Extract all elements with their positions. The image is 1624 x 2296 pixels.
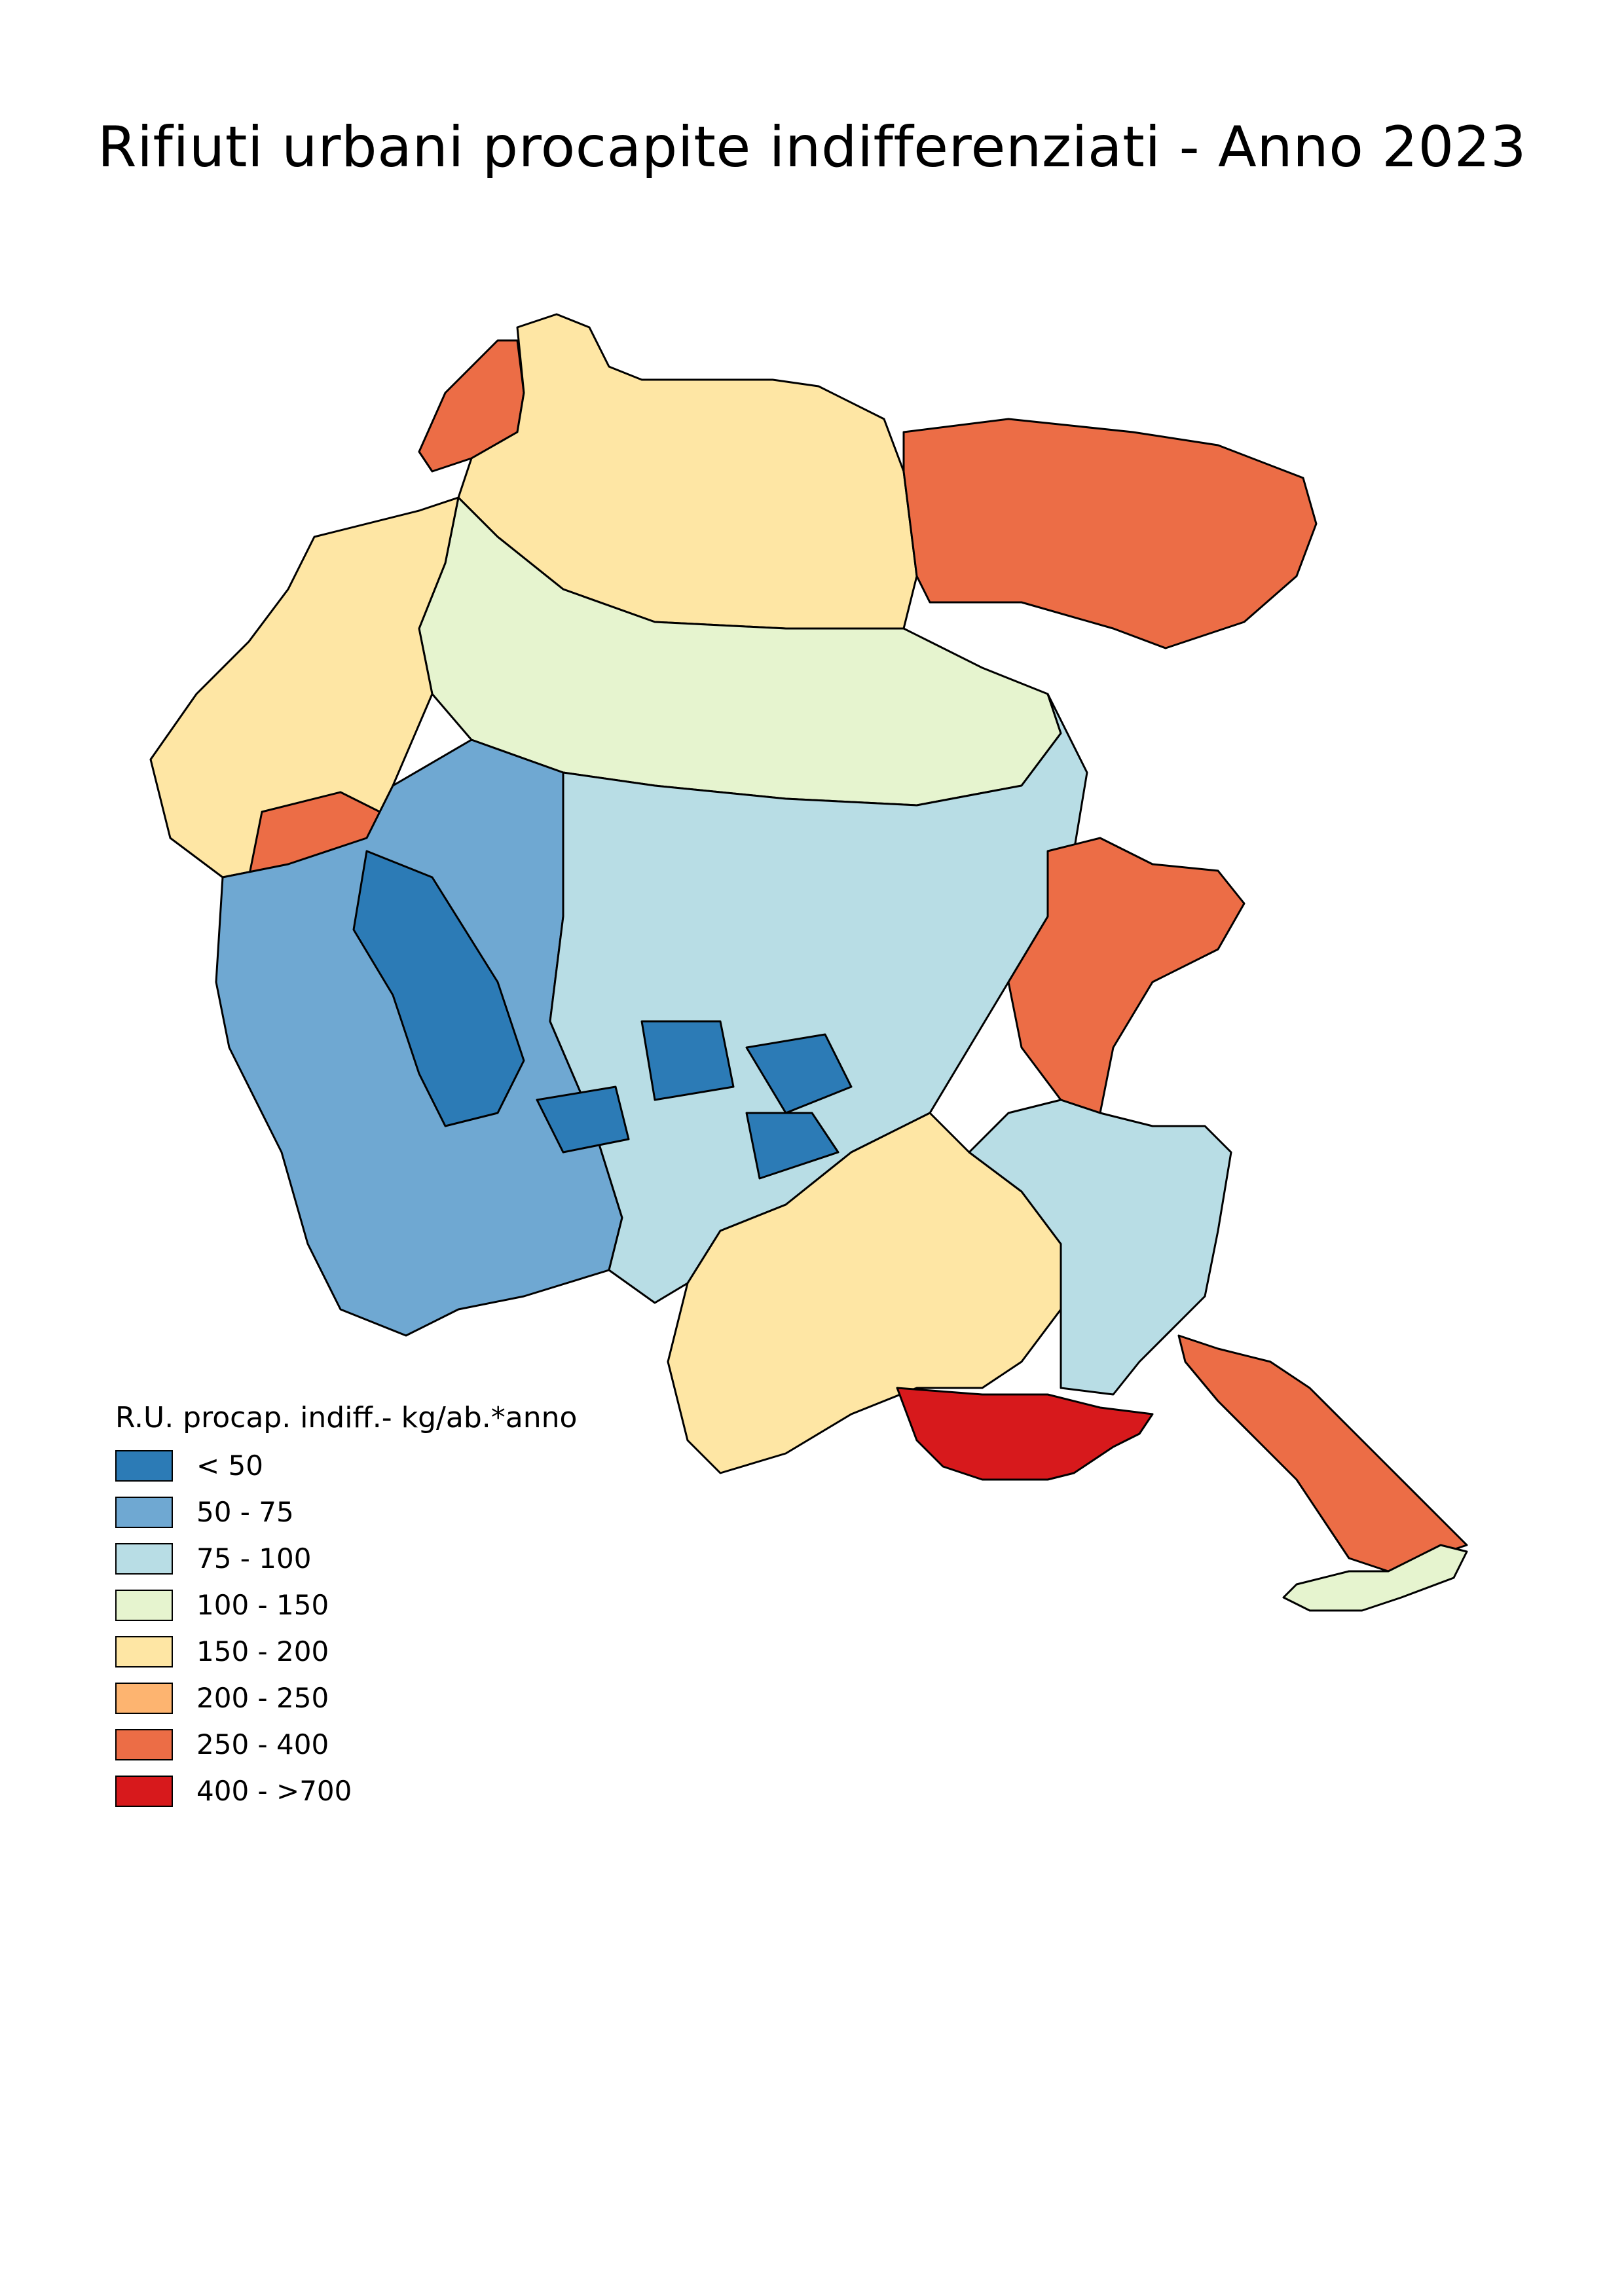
map-area-trieste-tip xyxy=(1282,1544,1468,1612)
legend-label: 75 - 100 xyxy=(196,1542,312,1575)
legend-swatch xyxy=(115,1728,173,1760)
legend-item: 400 - >700 xyxy=(115,1768,577,1814)
legend-label: 400 - >700 xyxy=(196,1775,352,1807)
legend-swatch xyxy=(115,1496,173,1528)
map-legend: R.U. procap. indiff.- kg/ab.*anno < 50 5… xyxy=(115,1401,577,1814)
map-area-north-east xyxy=(902,418,1318,649)
legend-item: 50 - 75 xyxy=(115,1489,577,1535)
legend-swatch xyxy=(115,1542,173,1575)
map-area-isonzo xyxy=(968,1099,1232,1396)
legend-title: R.U. procap. indiff.- kg/ab.*anno xyxy=(115,1401,578,1434)
legend-item: 200 - 250 xyxy=(115,1675,577,1721)
map-area-north-central xyxy=(457,313,918,630)
legend-label: 100 - 150 xyxy=(196,1589,329,1621)
map-title: Rifiuti urbani procapite indifferenziati… xyxy=(97,115,1527,180)
map-area-east-border xyxy=(1007,837,1246,1114)
legend-item: 150 - 200 xyxy=(115,1628,577,1675)
map-area-karst-coast xyxy=(1177,1334,1468,1573)
legend-label: < 50 xyxy=(196,1449,263,1482)
legend-swatch xyxy=(115,1775,173,1807)
legend-swatch xyxy=(115,1682,173,1714)
legend-label: 50 - 75 xyxy=(196,1496,294,1528)
map-area-central-deep xyxy=(536,1020,853,1180)
map-area-central xyxy=(549,693,1088,1304)
legend-item: 100 - 150 xyxy=(115,1582,577,1628)
legend-swatch xyxy=(115,1589,173,1621)
legend-swatch xyxy=(115,1449,173,1482)
legend-item: 250 - 400 xyxy=(115,1721,577,1768)
map-area-lagoon-coast xyxy=(896,1387,1154,1481)
legend-label: 200 - 250 xyxy=(196,1682,329,1714)
legend-label: 250 - 400 xyxy=(196,1728,329,1760)
legend-swatch xyxy=(115,1635,173,1667)
legend-item: < 50 xyxy=(115,1442,577,1489)
map-area-south-central xyxy=(667,1112,1062,1474)
legend-label: 150 - 200 xyxy=(196,1635,329,1667)
legend-item: 75 - 100 xyxy=(115,1535,577,1582)
map-area-central-west-deep xyxy=(352,850,525,1127)
